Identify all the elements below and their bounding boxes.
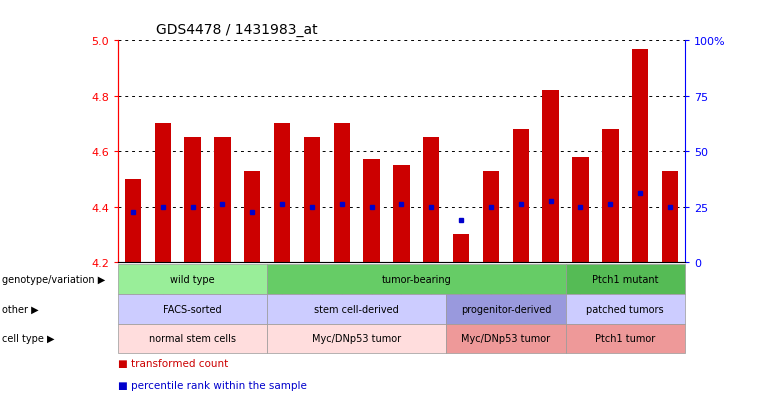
Bar (154, 124, 171, 262)
Bar (543, 91, 559, 262)
Text: Ptch1 tumor: Ptch1 tumor (595, 334, 655, 344)
Text: patched tumors: patched tumors (587, 304, 664, 314)
Bar (184, 138, 201, 262)
Text: normal stem cells: normal stem cells (149, 334, 236, 344)
Bar (453, 235, 470, 262)
Bar (602, 130, 619, 262)
Text: progenitor-derived: progenitor-derived (460, 304, 551, 314)
Text: FACS-sorted: FACS-sorted (164, 304, 222, 314)
Bar (274, 124, 290, 262)
Bar (125, 179, 141, 262)
Bar (423, 138, 439, 262)
Bar (572, 157, 589, 262)
Bar (244, 171, 260, 262)
Text: tumor-bearing: tumor-bearing (381, 274, 451, 284)
Text: other ▶: other ▶ (2, 304, 38, 314)
Text: Myc/DNp53 tumor: Myc/DNp53 tumor (312, 334, 401, 344)
Bar (304, 138, 320, 262)
Text: GDS4478 / 1431983_at: GDS4478 / 1431983_at (156, 23, 317, 37)
Bar (333, 124, 350, 262)
Bar (214, 138, 231, 262)
Text: ■ transformed count: ■ transformed count (118, 358, 228, 368)
Text: ■ percentile rank within the sample: ■ percentile rank within the sample (118, 380, 307, 390)
Bar (513, 130, 529, 262)
Bar (662, 171, 678, 262)
Text: stem cell-derived: stem cell-derived (314, 304, 399, 314)
Bar (482, 171, 499, 262)
Text: wild type: wild type (170, 274, 215, 284)
Bar (364, 160, 380, 262)
Text: Myc/DNp53 tumor: Myc/DNp53 tumor (461, 334, 550, 344)
Bar (393, 166, 409, 262)
Text: cell type ▶: cell type ▶ (2, 334, 54, 344)
Bar (632, 50, 648, 262)
Text: Ptch1 mutant: Ptch1 mutant (592, 274, 658, 284)
Text: genotype/variation ▶: genotype/variation ▶ (2, 274, 105, 284)
